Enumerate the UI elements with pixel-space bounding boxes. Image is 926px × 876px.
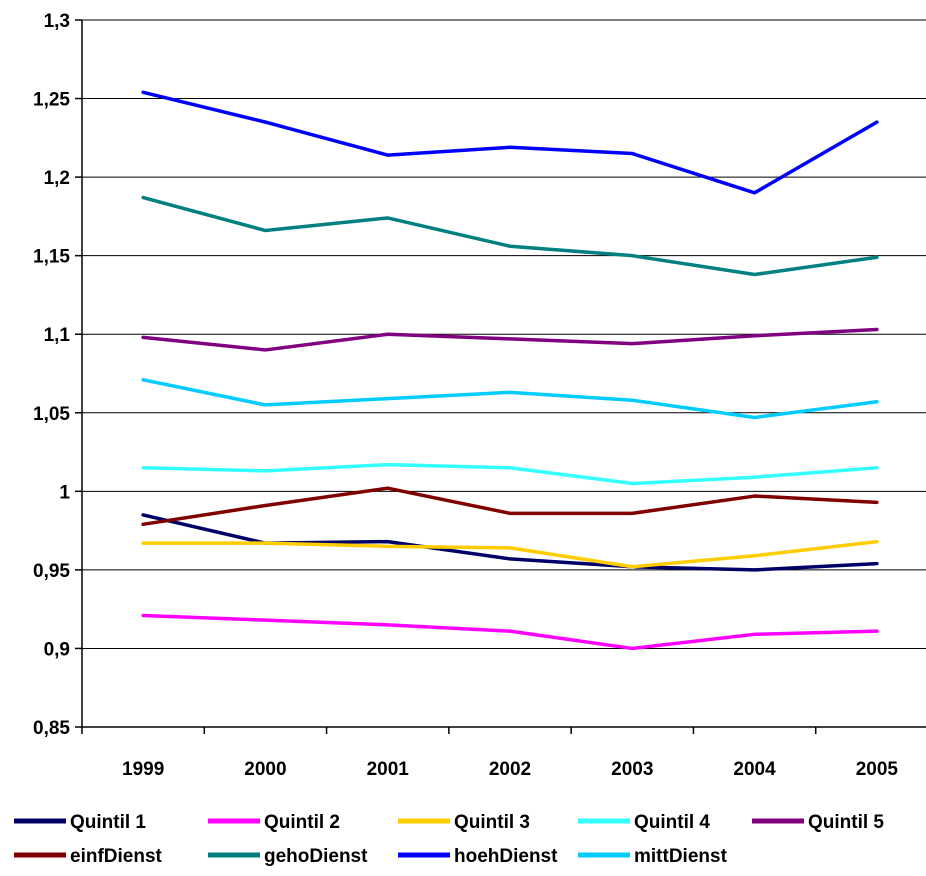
y-tick-label: 1,25 <box>33 90 70 111</box>
x-tick-label: 2004 <box>733 759 776 780</box>
axes: 0,85 0,9 0,95 1 1,05 1,1 1,15 1,2 1,25 1,3 1999 200… <box>33 11 926 780</box>
y-tick-label: 1,2 <box>44 168 70 189</box>
y-tick-label: 1 <box>59 482 70 503</box>
legend-item: einfDienst <box>14 846 163 867</box>
legend-item: Quintil 2 <box>208 812 340 833</box>
y-tick-label: 0,95 <box>33 561 70 582</box>
legend-label: Quintil 3 <box>454 812 530 833</box>
x-tick-label: 2002 <box>489 759 531 780</box>
series-line-mittdienst <box>141 378 879 420</box>
x-tick-label: 2001 <box>367 759 410 780</box>
series-line-quintil-5 <box>141 327 879 352</box>
y-tick-label: 1,3 <box>44 11 70 32</box>
legend-item: gehoDienst <box>208 846 368 867</box>
y-tick-label: 1,05 <box>33 404 70 425</box>
legend-item: hoehDienst <box>398 846 558 867</box>
legend-label: Quintil 5 <box>808 812 884 833</box>
gridlines <box>82 19 926 649</box>
legend-label: Quintil 2 <box>264 812 340 833</box>
legend-label: gehoDienst <box>264 846 368 867</box>
legend-item: Quintil 4 <box>578 812 710 833</box>
legend-label: einfDienst <box>70 846 163 867</box>
x-tick-label: 1999 <box>122 759 164 780</box>
x-tick-label: 2003 <box>611 759 653 780</box>
legend-item: Quintil 1 <box>14 812 146 833</box>
legend-label: mittDienst <box>634 846 728 867</box>
legend-label: Quintil 1 <box>70 812 146 833</box>
series-line-gehodienst <box>141 195 879 277</box>
x-tick-label: 2000 <box>244 759 286 780</box>
legend-label: Quintil 4 <box>634 812 710 833</box>
legend-label: hoehDienst <box>454 846 558 867</box>
x-tick-label: 2005 <box>856 759 899 780</box>
series-line-einfdienst <box>141 486 879 527</box>
series-line-quintil-4 <box>141 462 879 486</box>
legend-item: mittDienst <box>578 846 728 867</box>
legend-item: Quintil 3 <box>398 812 530 833</box>
series-line-hoehdienst <box>141 90 879 195</box>
y-tick-label: 1,1 <box>44 325 71 346</box>
y-tick-label: 1,15 <box>33 247 70 268</box>
series-line-quintil-2 <box>141 613 879 651</box>
y-tick-label: 0,85 <box>33 718 70 739</box>
series-line-quintil-3 <box>141 539 879 569</box>
series-lines <box>141 90 879 651</box>
y-tick-label: 0,9 <box>44 639 70 660</box>
legend: Quintil 1 Quintil 2 Quintil 3 Quintil 4 Quin… <box>14 812 884 867</box>
legend-item: Quintil 5 <box>752 812 884 833</box>
